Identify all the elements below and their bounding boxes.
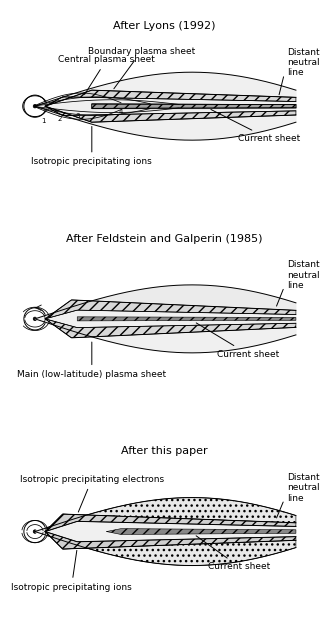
Circle shape [33,317,37,321]
Text: Distant
neutral
line: Distant neutral line [287,473,320,503]
Polygon shape [45,498,296,531]
Circle shape [24,95,46,117]
Polygon shape [92,104,296,108]
Title: After this paper: After this paper [121,446,208,456]
Circle shape [24,521,46,543]
Polygon shape [45,285,296,319]
Text: Distant
neutral
line: Distant neutral line [287,48,320,77]
Text: 4: 4 [119,109,123,115]
Text: Current sheet: Current sheet [196,323,280,359]
Polygon shape [45,319,296,338]
Text: Isotropic precipitating electrons: Isotropic precipitating electrons [20,475,164,512]
Polygon shape [45,90,296,106]
Title: After Feldstein and Galperin (1985): After Feldstein and Galperin (1985) [66,234,263,244]
Text: 2: 2 [58,116,62,122]
Text: Distant
neutral
line: Distant neutral line [287,260,320,290]
Text: 1: 1 [42,119,46,124]
Polygon shape [35,498,296,566]
Text: Isotropic precipitating ions: Isotropic precipitating ions [11,550,132,592]
Polygon shape [77,317,296,321]
Text: Current sheet: Current sheet [211,110,300,143]
Circle shape [24,307,46,330]
Polygon shape [92,104,296,108]
Polygon shape [45,300,296,319]
Polygon shape [45,514,296,531]
Title: After Lyons (1992): After Lyons (1992) [113,21,216,31]
Polygon shape [35,72,296,140]
Text: Central plasma sheet: Central plasma sheet [58,55,155,94]
Polygon shape [106,529,296,534]
Polygon shape [45,531,296,566]
Circle shape [33,105,37,108]
Text: Isotropic precipitating ions: Isotropic precipitating ions [31,126,152,167]
Circle shape [33,530,37,533]
Text: Current sheet: Current sheet [196,536,271,571]
Polygon shape [45,531,296,549]
Text: Main (low-latitude) plasma sheet: Main (low-latitude) plasma sheet [17,342,166,379]
Polygon shape [45,106,296,122]
Text: Boundary plasma sheet: Boundary plasma sheet [88,47,195,89]
Polygon shape [35,285,296,353]
Text: 3: 3 [75,113,79,119]
